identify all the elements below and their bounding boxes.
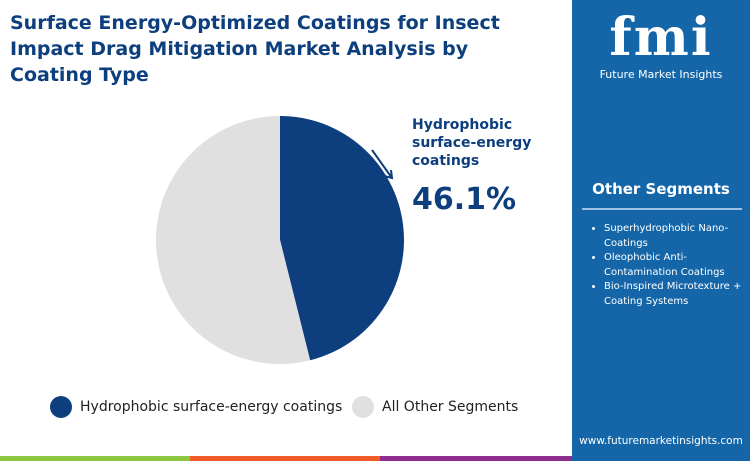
callout-label: Hydrophobic surface-energy coatings [412,116,531,170]
logo-subtitle: Future Market Insights [599,68,723,81]
legend-swatch [50,396,72,418]
callout-line: coatings [412,153,480,169]
segment-item: Oleophobic Anti-Contamination Coatings [604,251,744,280]
callout-arrow [371,149,394,180]
legend-label: Hydrophobic surface-energy coatings [80,399,343,415]
logo-mark: fmi [609,7,713,68]
other-segments-title: Other Segments [592,180,730,198]
legend-item: All Other Segments [352,396,518,418]
side-panel: fmi Future Market Insights Other Segment… [572,0,750,461]
fmi-logo: fmi Future Market Insights [572,7,750,82]
website-url[interactable]: www.futuremarketinsights.com [579,435,743,447]
segments-list: Superhydrophobic Nano-Coatings Oleophobi… [572,222,744,309]
legend-label: All Other Segments [382,399,519,415]
divider [582,208,742,210]
callout-line: Hydrophobic [412,117,513,133]
chart-title: Surface Energy-Optimized Coatings for In… [10,12,500,86]
callout-value: 46.1% [412,182,517,217]
legend-item: Hydrophobic surface-energy coatings [50,396,342,418]
legend-swatch [352,396,374,418]
accent-bar-orange [190,456,380,461]
accent-bar-green [0,456,190,461]
pie-slice [280,116,404,361]
segment-item: Bio-Inspired Microtexture + Coating Syst… [604,280,744,309]
accent-bar-purple [380,456,572,461]
callout-line: surface-energy [412,135,532,151]
pie-slice [155,116,311,365]
segment-item: Superhydrophobic Nano-Coatings [604,222,744,251]
pie-chart [155,116,404,365]
